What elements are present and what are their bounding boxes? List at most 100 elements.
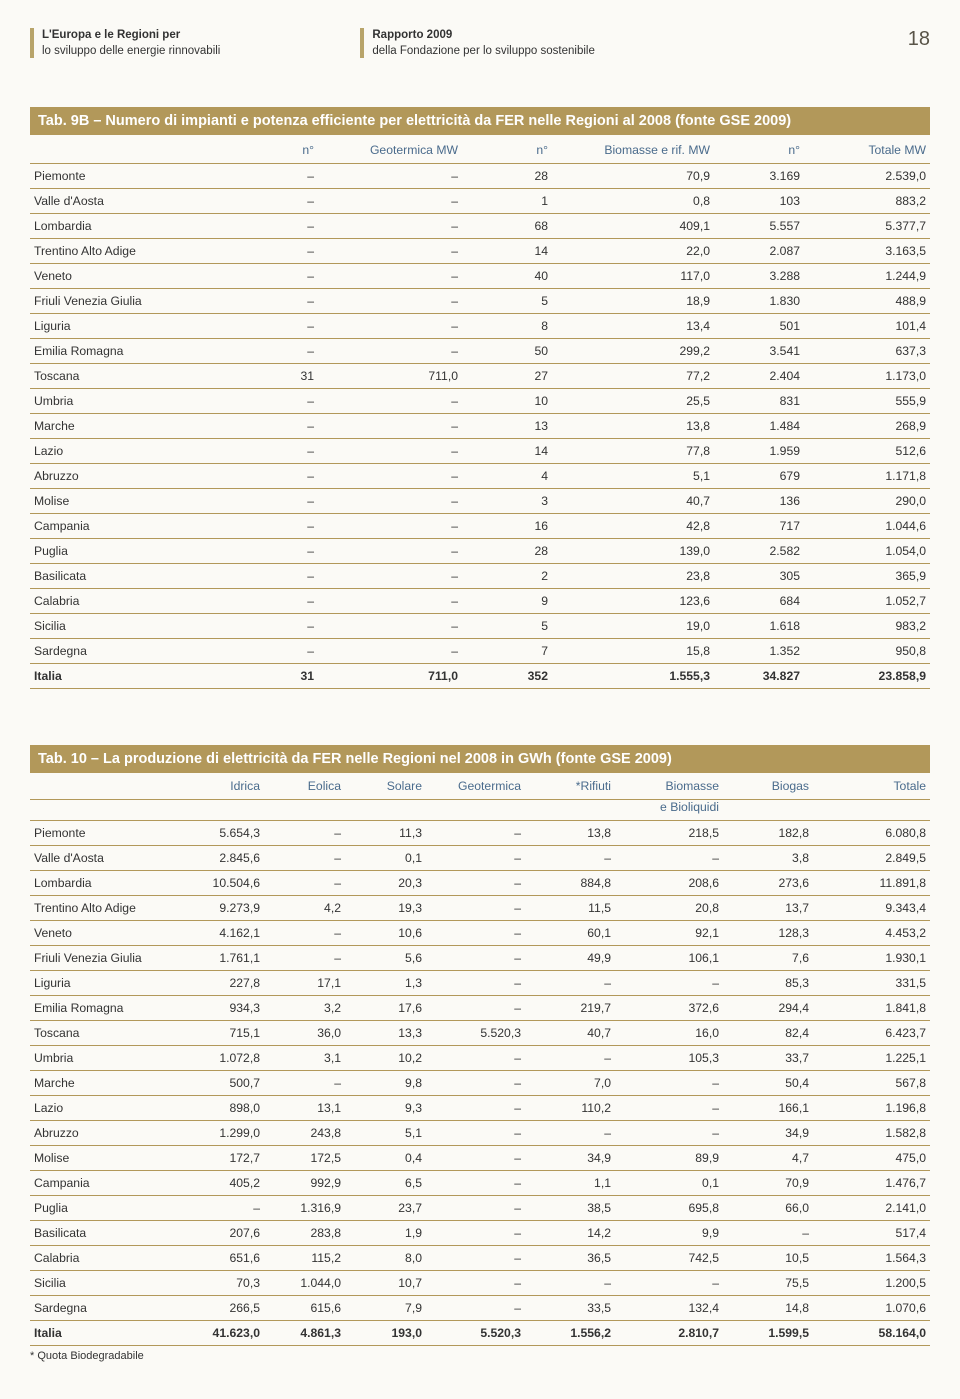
table-cell: 637,3 [804, 339, 930, 364]
table-cell: – [426, 1096, 525, 1121]
table-cell: 13,3 [345, 1021, 426, 1046]
table-subheader-cell [345, 800, 426, 821]
table-cell: 7,0 [525, 1071, 615, 1096]
table-cell: 207,6 [183, 1221, 264, 1246]
table-cell: 5.520,3 [426, 1021, 525, 1046]
table-cell: 6.080,8 [813, 821, 930, 846]
table-row: Friuli Venezia Giulia––518,91.830488,9 [30, 289, 930, 314]
table-cell: 5 [462, 289, 552, 314]
table-cell: – [615, 1096, 723, 1121]
table-header-cell [30, 135, 228, 164]
table-row: Sicilia70,31.044,010,7–––75,51.200,5 [30, 1271, 930, 1296]
table-cell: Friuli Venezia Giulia [30, 289, 228, 314]
table-row: Calabria––9123,66841.052,7 [30, 589, 930, 614]
table-cell: Umbria [30, 389, 228, 414]
table-cell: – [615, 1071, 723, 1096]
table-cell: Molise [30, 489, 228, 514]
table-cell: 227,8 [183, 971, 264, 996]
table-10: IdricaEolicaSolareGeotermica*RifiutiBiom… [30, 773, 930, 1346]
table-cell: – [228, 439, 318, 464]
table-cell: 23,7 [345, 1196, 426, 1221]
table-cell: 1.599,5 [723, 1321, 813, 1346]
table-cell: 2.141,0 [813, 1196, 930, 1221]
table-cell: 488,9 [804, 289, 930, 314]
table-cell: 1.352 [714, 639, 804, 664]
table-cell: Calabria [30, 589, 228, 614]
table-cell: – [183, 1196, 264, 1221]
table-row: Sardegna266,5615,67,9–33,5132,414,81.070… [30, 1296, 930, 1321]
table-cell: 3,8 [723, 846, 813, 871]
table-cell: 38,5 [525, 1196, 615, 1221]
table-cell: 31 [228, 364, 318, 389]
table-cell: – [426, 871, 525, 896]
header-left-text: L'Europa e le Regioni per lo sviluppo de… [42, 28, 220, 59]
table-cell: 40,7 [525, 1021, 615, 1046]
table-cell: 19,0 [552, 614, 714, 639]
table-cell: Lazio [30, 1096, 183, 1121]
table-cell: Basilicata [30, 1221, 183, 1246]
table-cell: – [525, 1046, 615, 1071]
table-header-cell: *Rifiuti [525, 773, 615, 800]
table-cell: 14 [462, 239, 552, 264]
table-cell: 14,8 [723, 1296, 813, 1321]
table-cell: – [318, 314, 462, 339]
table-cell: 831 [714, 389, 804, 414]
table-cell: 717 [714, 514, 804, 539]
table-cell: 1.173,0 [804, 364, 930, 389]
table-cell: – [228, 264, 318, 289]
table-cell: Piemonte [30, 164, 228, 189]
header-mid-block: Rapporto 2009 della Fondazione per lo sv… [360, 28, 594, 59]
table-cell: 475,0 [813, 1146, 930, 1171]
table-cell: Italia [30, 1321, 183, 1346]
header-left-line1: L'Europa e le Regioni per [42, 28, 220, 44]
table-row: Lombardia––68409,15.5575.377,7 [30, 214, 930, 239]
table-cell: 10 [462, 389, 552, 414]
table-cell: 132,4 [615, 1296, 723, 1321]
table-cell: 294,4 [723, 996, 813, 1021]
table-cell: 28 [462, 539, 552, 564]
table-cell: 992,9 [264, 1171, 345, 1196]
table-cell: 1.044,0 [264, 1271, 345, 1296]
table-cell: Emilia Romagna [30, 996, 183, 1021]
table-cell: 352 [462, 664, 552, 689]
table-cell: 5,1 [552, 464, 714, 489]
header-left-line2: lo sviluppo delle energie rinnovabili [42, 44, 220, 60]
table-9b: n°Geotermica MWn°Biomasse e rif. MWn°Tot… [30, 135, 930, 689]
table-cell: – [264, 846, 345, 871]
table-cell: 34,9 [525, 1146, 615, 1171]
table-cell: – [318, 539, 462, 564]
table-cell: Calabria [30, 1246, 183, 1271]
table-cell: 103 [714, 189, 804, 214]
table-cell: 8,0 [345, 1246, 426, 1271]
table-cell: 305 [714, 564, 804, 589]
table-cell: 7 [462, 639, 552, 664]
table-cell: 34.827 [714, 664, 804, 689]
table-cell: 512,6 [804, 439, 930, 464]
table-cell: 1.959 [714, 439, 804, 464]
header-accent-bar [30, 28, 34, 58]
table-cell: 283,8 [264, 1221, 345, 1246]
table-cell: 3,2 [264, 996, 345, 1021]
table-cell: 1.556,2 [525, 1321, 615, 1346]
table-cell: Molise [30, 1146, 183, 1171]
table-row: Puglia–1.316,923,7–38,5695,866,02.141,0 [30, 1196, 930, 1221]
table-cell: 10,2 [345, 1046, 426, 1071]
table-cell: Lombardia [30, 871, 183, 896]
table-cell: – [426, 1271, 525, 1296]
table-cell: 166,1 [723, 1096, 813, 1121]
table-cell: 5.377,7 [804, 214, 930, 239]
table-cell: 172,7 [183, 1146, 264, 1171]
table-cell: 11.891,8 [813, 871, 930, 896]
table-row: Lazio898,013,19,3–110,2–166,11.196,8 [30, 1096, 930, 1121]
table-header-cell: n° [714, 135, 804, 164]
table-cell: 4.453,2 [813, 921, 930, 946]
table-row: Lazio––1477,81.959512,6 [30, 439, 930, 464]
table-cell: 13,8 [552, 414, 714, 439]
table-row: Molise172,7172,50,4–34,989,94,7475,0 [30, 1146, 930, 1171]
table-cell: – [228, 214, 318, 239]
table-row: Toscana715,136,013,35.520,340,716,082,46… [30, 1021, 930, 1046]
table-cell: 684 [714, 589, 804, 614]
table-cell: – [318, 514, 462, 539]
table-cell: 3.163,5 [804, 239, 930, 264]
table-subheader-cell: e Bioliquidi [615, 800, 723, 821]
